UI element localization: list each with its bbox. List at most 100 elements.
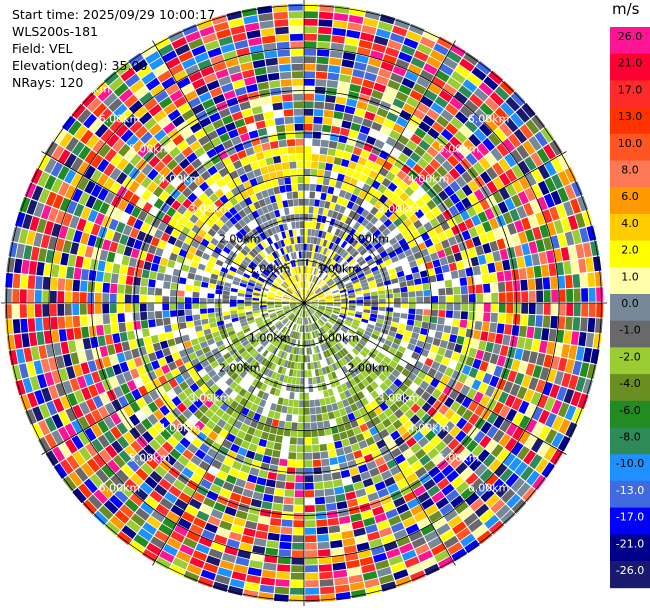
range-gate (314, 313, 320, 320)
range-gate (185, 504, 199, 517)
range-gate (237, 150, 247, 160)
range-gate (366, 258, 375, 266)
range-gate (147, 303, 155, 312)
range-gate (154, 129, 167, 142)
range-gate (308, 206, 314, 214)
range-gate (295, 377, 301, 385)
range-gate (121, 464, 135, 478)
range-gate (366, 64, 380, 75)
range-gate (307, 370, 312, 378)
range-gate (486, 166, 498, 180)
range-gate (410, 133, 422, 145)
colorbar-swatch (610, 27, 650, 55)
range-gate (541, 264, 550, 277)
range-gate (330, 316, 337, 322)
range-gate (157, 221, 168, 232)
range-gate (205, 176, 216, 187)
range-gate (276, 340, 282, 348)
range-gate (244, 233, 252, 242)
range-gate (157, 357, 167, 367)
range-gate (132, 303, 140, 312)
range-gate (149, 123, 162, 136)
range-gate (523, 450, 537, 465)
colorbar-swatch (610, 133, 650, 161)
range-gate (289, 437, 297, 445)
range-gate (270, 315, 278, 320)
range-gate (340, 523, 353, 532)
range-gate (193, 280, 202, 287)
range-gate (218, 167, 229, 178)
range-gate (414, 448, 427, 460)
range-gate (33, 360, 44, 375)
range-gate (146, 181, 158, 193)
range-gate (492, 429, 505, 443)
range-gate (595, 318, 603, 333)
range-gate (360, 149, 371, 159)
range-gate (71, 435, 84, 450)
range-gate (110, 153, 123, 167)
range-gate (333, 293, 340, 297)
range-gate (346, 559, 360, 569)
range-gate (304, 437, 312, 445)
range-gate (158, 178, 170, 190)
range-gate (317, 352, 323, 361)
range-gate (492, 176, 505, 190)
range-gate (290, 587, 304, 595)
range-gate (262, 392, 270, 401)
range-gate (465, 267, 474, 277)
range-gate (292, 275, 296, 283)
range-gate (244, 22, 260, 32)
range-gate (293, 400, 299, 408)
range-gate (125, 321, 134, 331)
range-gate (49, 304, 57, 317)
range-gate (388, 268, 396, 275)
range-gate (348, 297, 356, 301)
range-gate (177, 425, 189, 437)
range-gate (499, 405, 511, 418)
range-gate (171, 323, 180, 331)
range-gate (181, 128, 193, 140)
range-gate (365, 243, 374, 251)
range-gate (126, 519, 141, 533)
range-gate (187, 443, 199, 454)
range-gate (364, 403, 373, 413)
range-gate (220, 267, 229, 274)
range-gate (208, 283, 216, 289)
range-gate (311, 229, 316, 237)
range-gate (222, 115, 234, 125)
range-gate (229, 348, 238, 356)
range-gate (292, 307, 298, 312)
range-gate (432, 337, 441, 347)
range-gate (579, 362, 590, 378)
range-gate (363, 292, 371, 297)
range-gate (485, 439, 498, 453)
range-gate (257, 5, 273, 15)
range-gate (426, 199, 437, 210)
range-gate (392, 317, 400, 323)
range-gate (271, 338, 278, 345)
range-ring-label: 4.00km (159, 422, 201, 435)
range-gate (178, 322, 187, 330)
range-gate (459, 319, 468, 328)
range-gate (304, 183, 310, 191)
range-gate (197, 229, 207, 238)
range-gate (257, 243, 265, 251)
range-gate (363, 303, 371, 307)
range-gate (322, 473, 332, 482)
range-gate (181, 146, 194, 158)
range-gate (238, 54, 252, 64)
range-gate (229, 104, 241, 114)
range-gate (363, 296, 371, 300)
range-gate (269, 140, 279, 149)
range-gate (407, 497, 420, 509)
range-gate (435, 440, 447, 453)
range-gate (275, 404, 283, 413)
range-gate (408, 530, 423, 542)
range-gate (392, 25, 408, 37)
range-gate (361, 318, 369, 324)
range-gate (423, 221, 433, 232)
range-gate (199, 181, 210, 192)
range-gate (302, 296, 304, 303)
range-gate (304, 153, 312, 161)
range-gate (295, 475, 304, 483)
